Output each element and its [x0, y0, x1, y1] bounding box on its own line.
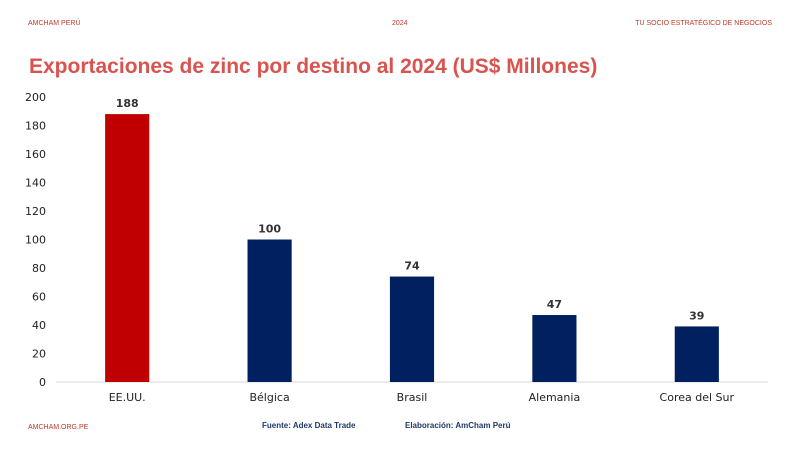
- footer-website[interactable]: AMCHAM.ORG.PE: [28, 424, 89, 431]
- data-label: 188: [116, 97, 139, 110]
- category-label: Bélgica: [249, 391, 289, 404]
- y-axis: 0 20 40 60 80 100 120 140 160 180 200: [25, 91, 46, 389]
- chart-title: Exportaciones de zinc por destino al 202…: [29, 55, 598, 78]
- y-tick-label: 180: [25, 120, 46, 133]
- y-tick-label: 80: [32, 262, 46, 275]
- bar: [247, 239, 292, 382]
- y-tick-label: 40: [32, 319, 46, 332]
- data-label: 100: [258, 223, 281, 236]
- footer-elaboration: Elaboración: AmCham Perú: [405, 421, 511, 430]
- category-label: EE.UU.: [109, 391, 146, 404]
- category-label: Alemania: [529, 391, 581, 404]
- footer-source: Fuente: Adex Data Trade: [262, 421, 356, 430]
- category-labels-group: EE.UU. Bélgica Brasil Alemania Corea del Sur: [109, 391, 735, 404]
- bars-group: [105, 114, 719, 382]
- data-label: 39: [689, 309, 704, 322]
- bar: [105, 114, 150, 382]
- y-tick-label: 0: [39, 376, 46, 389]
- y-tick-label: 20: [32, 348, 46, 361]
- header-brand: AMCHAM PERÚ: [28, 20, 81, 27]
- bar: [389, 276, 435, 382]
- y-tick-label: 100: [25, 234, 46, 247]
- category-label: Corea del Sur: [660, 391, 735, 404]
- data-labels-group: 188 100 74 47 39: [116, 97, 705, 322]
- y-tick-label: 200: [25, 91, 46, 104]
- y-tick-label: 160: [25, 148, 46, 161]
- data-label: 74: [404, 260, 420, 273]
- data-label: 47: [547, 298, 562, 311]
- header-tagline: TU SOCIO ESTRATÉGICO DE NEGOCIOS: [635, 20, 772, 27]
- bar: [532, 315, 577, 382]
- y-tick-label: 140: [25, 177, 46, 190]
- header-year: 2024: [392, 20, 408, 27]
- y-tick-label: 60: [32, 291, 46, 304]
- bar: [674, 326, 719, 382]
- category-label: Brasil: [397, 391, 428, 404]
- y-tick-label: 120: [25, 205, 46, 218]
